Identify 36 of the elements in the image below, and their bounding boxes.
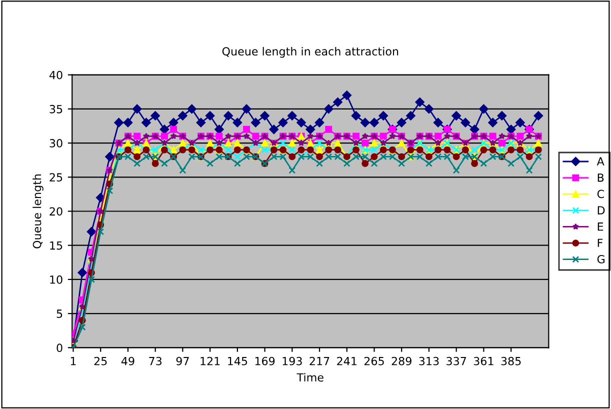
y-tick-label: 30 (50, 139, 62, 148)
y-tick-label: 5 (56, 310, 62, 318)
x-tick-label: 361 (474, 356, 494, 366)
x-axis-title: Time (296, 372, 324, 382)
x-tick-label: 193 (282, 356, 302, 366)
y-tick-label: 40 (49, 70, 62, 80)
legend-label: C (597, 190, 604, 198)
legend-label: D (598, 206, 605, 214)
legend-label: G (597, 254, 604, 264)
x-tick-label: 241 (337, 356, 356, 366)
x-tick-label: 385 (501, 356, 521, 366)
x-tick-label: 121 (200, 356, 220, 366)
legend-label: A (596, 157, 604, 166)
x-tick-label: 25 (94, 356, 107, 366)
chart-title: Queue length in each attraction (222, 46, 398, 58)
x-tick-label: 217 (310, 356, 330, 366)
x-tick-label: 97 (176, 356, 189, 366)
x-tick-label: 145 (228, 357, 248, 366)
y-tick-label: 35 (50, 104, 62, 114)
y-tick-label: 0 (56, 344, 62, 352)
y-tick-label: 20 (50, 207, 62, 216)
y-tick-label: 15 (50, 241, 62, 250)
legend-label: F (598, 238, 603, 247)
x-tick-label: 73 (149, 356, 162, 366)
legend-label: E (598, 222, 604, 231)
legend-label: B (598, 174, 604, 182)
x-tick-label: 313 (419, 356, 439, 366)
x-tick-label: 169 (255, 356, 275, 366)
x-tick-label: 265 (364, 356, 384, 366)
y-axis-title: Queue length (32, 174, 44, 248)
x-tick-label: 1 (70, 357, 76, 366)
x-tick-label: 49 (121, 356, 134, 366)
y-tick-label: 10 (50, 275, 62, 284)
x-tick-label: 337 (446, 356, 466, 366)
x-tick-label: 289 (392, 356, 412, 366)
y-tick-label: 25 (50, 173, 62, 182)
